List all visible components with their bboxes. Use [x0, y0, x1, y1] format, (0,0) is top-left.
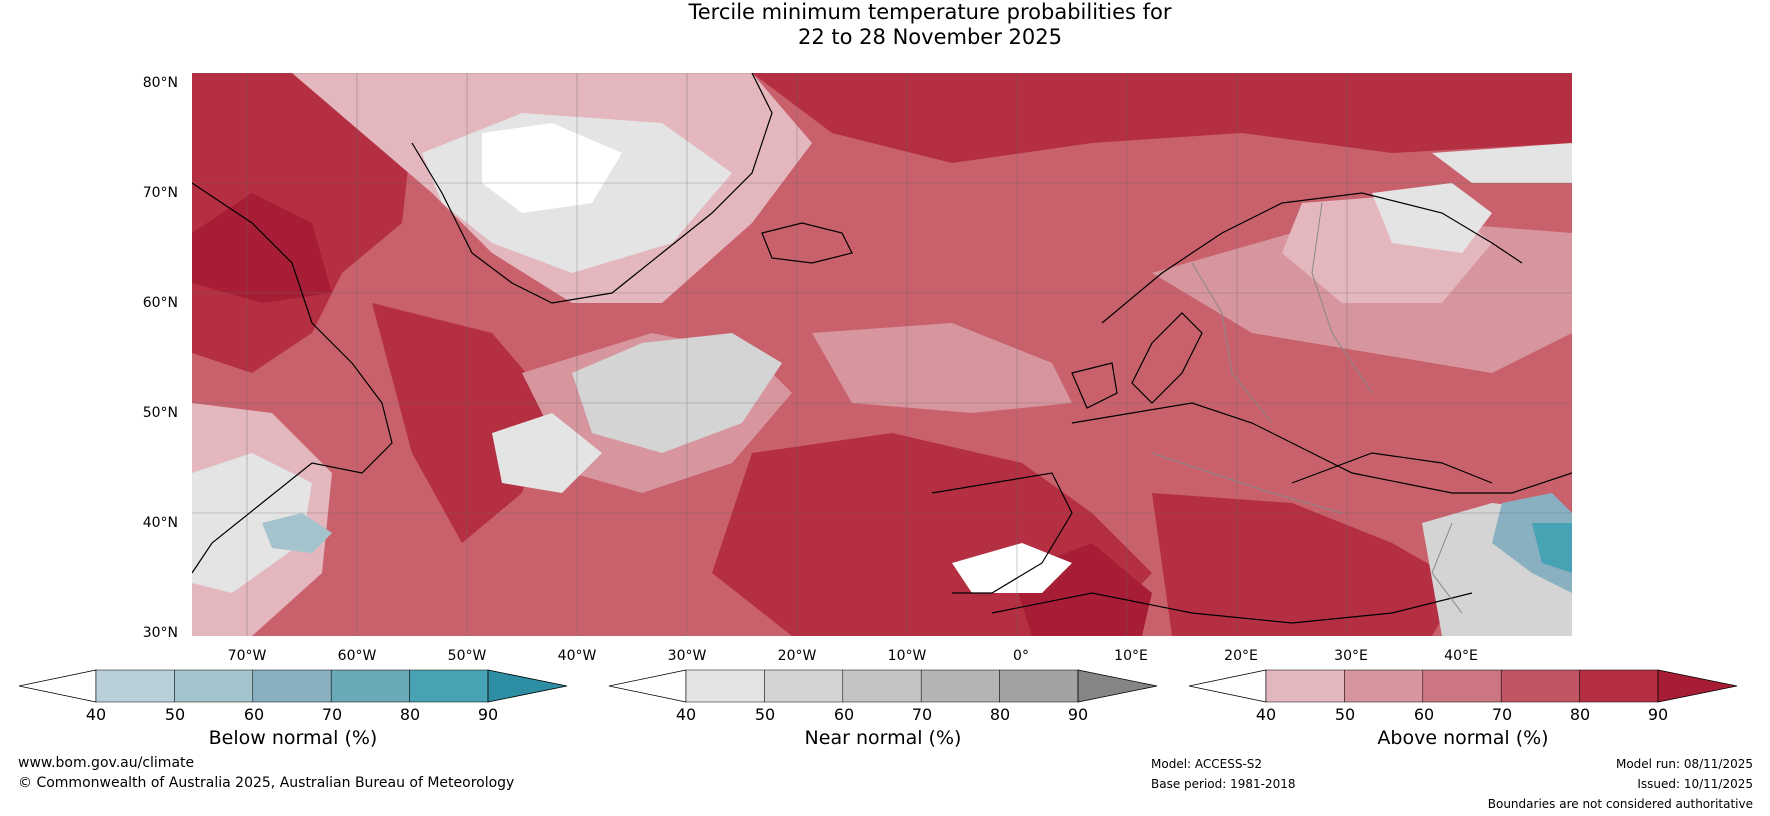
lon-label-40w: 40°W	[557, 648, 597, 664]
colorbar-above-swatch	[1579, 669, 1659, 703]
colorbar-above-normal: 40 50 60 70 80 90 Above normal (%)	[1188, 669, 1738, 749]
colorbar-below-tick-70: 70	[321, 705, 343, 724]
colorbar-near-tick-70: 70	[911, 705, 933, 724]
model-run-text: Model run: 08/11/2025	[1615, 757, 1753, 771]
colorbar-below-label: Below normal (%)	[208, 727, 378, 749]
colorbar-above-tick-40: 40	[1255, 705, 1277, 724]
colorbar-above-swatch	[1500, 669, 1580, 703]
colorbar-near-tick-60: 60	[833, 705, 855, 724]
colorbar-near-swatches	[608, 669, 1158, 703]
colorbar-near-normal: 40 50 60 70 80 90 Near normal (%)	[608, 669, 1158, 749]
website-link[interactable]: www.bom.gov.au/climate	[18, 755, 195, 771]
colorbar-below-swatch	[409, 669, 489, 703]
graticule	[192, 73, 1572, 636]
colorbar-near-swatch	[842, 669, 922, 703]
map-field	[192, 73, 1572, 636]
colorbar-near-swatch	[685, 669, 765, 703]
lat-label-40n: 40°N	[142, 515, 178, 531]
colorbar-near-tick-50: 50	[754, 705, 776, 724]
lon-label-30e: 30°E	[1334, 648, 1368, 664]
colorbar-near-tick-80: 80	[989, 705, 1011, 724]
colorbar-below-swatch	[174, 669, 254, 703]
colorbar-above-tick-50: 50	[1334, 705, 1356, 724]
colorbar-near-tick-90: 90	[1067, 705, 1089, 724]
colorbar-above-tick-70: 70	[1491, 705, 1513, 724]
colorbar-below-tick-60: 60	[243, 705, 265, 724]
colorbar-near-swatch	[920, 669, 1000, 703]
base-period-text: Base period: 1981-2018	[1151, 777, 1296, 791]
colorbar-below-swatch	[252, 669, 332, 703]
colorbar-above-lower-extension	[1188, 669, 1267, 703]
colorbar-above-swatch	[1344, 669, 1424, 703]
colorbar-below-tick-50: 50	[164, 705, 186, 724]
lon-label-60w: 60°W	[337, 648, 377, 664]
colorbar-below-swatches	[18, 669, 568, 703]
lat-label-70n: 70°N	[142, 185, 178, 201]
lat-label-80n: 80°N	[142, 75, 178, 91]
colorbar-near-tick-40: 40	[675, 705, 697, 724]
title-line-1: Tercile minimum temperature probabilitie…	[688, 0, 1172, 24]
colorbar-above-label: Above normal (%)	[1377, 727, 1549, 749]
lat-label-50n: 50°N	[142, 405, 178, 421]
issued-text: Issued: 10/11/2025	[1637, 777, 1753, 791]
copyright-text: © Commonwealth of Australia 2025, Austra…	[18, 775, 515, 791]
lon-label-70w: 70°W	[227, 648, 267, 664]
colorbar-above-swatch	[1422, 669, 1502, 703]
colorbar-below-swatch	[95, 669, 175, 703]
lat-label-60n: 60°N	[142, 295, 178, 311]
colorbar-below-swatch	[330, 669, 410, 703]
colorbar-above-upper-extension	[1657, 669, 1738, 703]
probability-map	[192, 73, 1572, 636]
map-title: Tercile minimum temperature probabilitie…	[0, 0, 1770, 50]
lat-label-30n: 30°N	[142, 625, 178, 641]
lon-label-40e: 40°E	[1444, 648, 1478, 664]
colorbar-below-tick-90: 90	[477, 705, 499, 724]
colorbar-below-upper-extension	[487, 669, 568, 703]
colorbar-near-label: Near normal (%)	[804, 727, 962, 749]
colorbar-below-tick-40: 40	[85, 705, 107, 724]
colorbar-near-upper-extension	[1077, 669, 1158, 703]
lon-label-10w: 10°W	[887, 648, 927, 664]
colorbar-above-tick-90: 90	[1647, 705, 1669, 724]
colorbar-above-swatches	[1188, 669, 1738, 703]
title-line-2: 22 to 28 November 2025	[798, 25, 1062, 49]
lon-label-20w: 20°W	[777, 648, 817, 664]
lon-label-20e: 20°E	[1224, 648, 1258, 664]
colorbar-above-tick-80: 80	[1569, 705, 1591, 724]
colorbar-near-lower-extension	[608, 669, 687, 703]
lon-label-30w: 30°W	[667, 648, 707, 664]
borders	[1151, 202, 1463, 614]
lon-label-10e: 10°E	[1114, 648, 1148, 664]
colorbar-below-tick-80: 80	[399, 705, 421, 724]
lon-label-0: 0°	[1013, 648, 1029, 664]
colorbar-below-normal: 40 50 60 70 80 90 Below normal (%)	[18, 669, 568, 749]
model-text: Model: ACCESS-S2	[1151, 757, 1263, 771]
disclaimer-text: Boundaries are not considered authoritat…	[1487, 797, 1753, 811]
colorbar-above-swatch	[1265, 669, 1345, 703]
lon-label-50w: 50°W	[447, 648, 487, 664]
coastlines	[192, 73, 1572, 624]
colorbar-near-swatch	[999, 669, 1079, 703]
colorbar-near-swatch	[764, 669, 844, 703]
colorbar-below-lower-extension	[18, 669, 97, 703]
colorbar-above-tick-60: 60	[1413, 705, 1435, 724]
